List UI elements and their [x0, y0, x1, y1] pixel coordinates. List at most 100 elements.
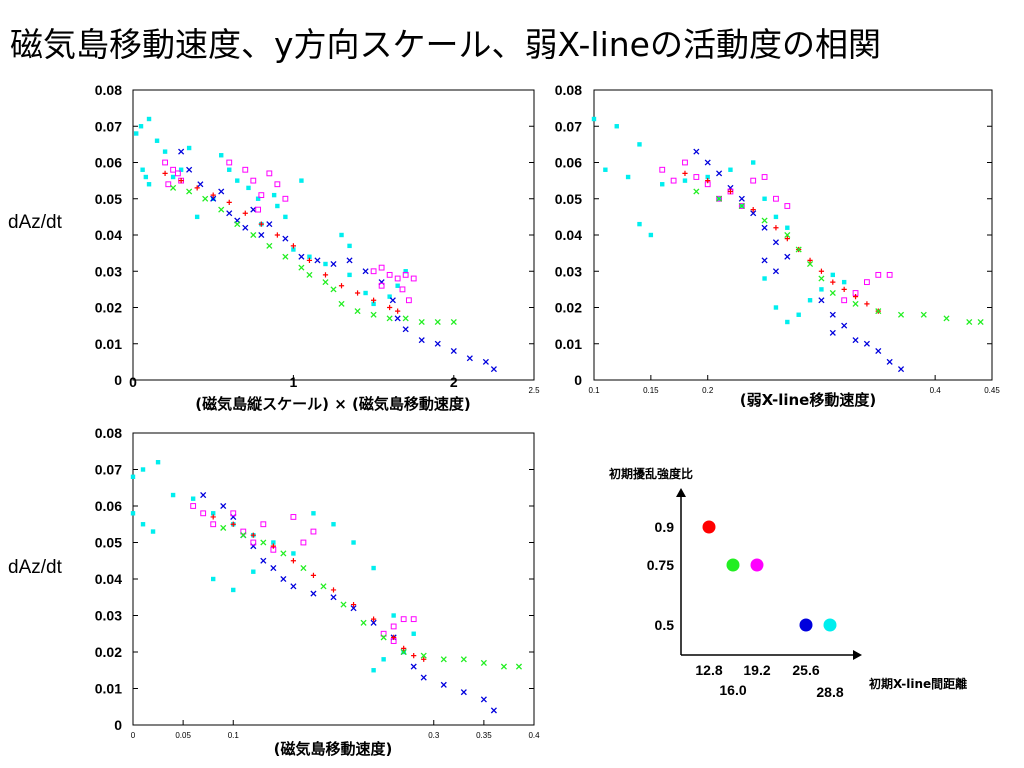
x-axis-label: (磁気島移動速度) — [274, 740, 393, 758]
data-point — [410, 275, 417, 282]
data-point — [391, 613, 396, 618]
data-point — [307, 254, 312, 259]
data-point — [306, 257, 313, 263]
data-point — [829, 329, 836, 336]
series-red — [682, 170, 881, 314]
data-point — [693, 148, 700, 155]
data-point — [761, 217, 768, 224]
data-point — [420, 652, 427, 659]
data-point — [829, 311, 836, 318]
data-point — [784, 236, 790, 242]
data-point — [819, 287, 824, 292]
data-point — [762, 196, 767, 201]
data-point — [389, 297, 396, 304]
data-point — [255, 206, 262, 213]
data-point — [897, 311, 905, 318]
data-point — [310, 572, 317, 578]
parameter-diagram — [676, 488, 862, 660]
data-point — [219, 153, 224, 158]
x-tick-label: 0 — [129, 374, 137, 390]
y-tick-label: 0.08 — [555, 82, 582, 98]
data-point — [772, 239, 780, 246]
y-tick-label: 0.08 — [95, 425, 122, 441]
data-point — [298, 264, 305, 271]
data-point — [291, 551, 296, 556]
y-axis-label: dAz/dt — [8, 557, 63, 578]
data-point — [841, 279, 847, 285]
y-tick-label: 0 — [114, 372, 122, 388]
data-point — [330, 260, 337, 268]
series-magenta — [162, 159, 417, 304]
y-tick-label: 0.07 — [95, 462, 122, 478]
x-axis-label: (弱X-line移動速度) — [740, 391, 876, 409]
data-point — [162, 170, 168, 176]
y-tick-label: 0.9 — [655, 519, 675, 535]
data-point — [338, 283, 345, 289]
data-point — [390, 623, 397, 630]
parameter-point-red — [702, 520, 716, 534]
data-point — [255, 196, 261, 201]
data-point — [250, 206, 257, 213]
data-point — [875, 308, 882, 315]
data-point — [186, 145, 192, 151]
data-point — [841, 297, 848, 304]
data-point — [659, 166, 666, 173]
data-point — [403, 269, 408, 274]
data-point — [266, 170, 273, 177]
data-point — [750, 210, 757, 217]
data-point — [670, 177, 677, 184]
data-point — [170, 174, 176, 180]
data-point — [378, 264, 385, 271]
data-point — [280, 550, 287, 557]
y-tick-label: 0.02 — [95, 644, 122, 660]
data-point — [977, 318, 984, 326]
data-point — [202, 195, 209, 202]
data-point — [266, 242, 273, 249]
parameter-point-cyan — [823, 618, 837, 632]
data-point — [363, 290, 368, 296]
y-tick-label: 0.02 — [555, 300, 582, 316]
data-point — [140, 522, 146, 527]
data-point — [591, 116, 597, 122]
data-point — [434, 318, 441, 326]
y-tick-label: 0.08 — [95, 82, 122, 98]
data-point — [210, 195, 217, 202]
data-point — [750, 207, 756, 213]
data-point — [242, 210, 248, 216]
data-point — [258, 231, 265, 239]
data-point — [394, 315, 401, 322]
data-point — [852, 300, 859, 307]
y-tick-label: 0.5 — [655, 617, 675, 633]
data-point — [282, 253, 289, 260]
data-point — [762, 276, 767, 281]
y-tick-label: 0.04 — [555, 227, 582, 243]
data-point — [290, 558, 296, 564]
data-point — [210, 521, 217, 528]
data-point — [480, 659, 487, 667]
data-point — [387, 294, 392, 299]
data-point — [784, 203, 791, 209]
data-point — [140, 167, 145, 172]
data-point — [637, 142, 642, 147]
data-point — [818, 275, 825, 282]
data-point — [841, 286, 847, 292]
data-point — [330, 587, 337, 593]
data-point — [130, 474, 136, 479]
data-point — [761, 224, 768, 231]
data-point — [350, 601, 357, 608]
page-title: 磁気島移動速度、y方向スケール、弱X-lineの活動度の相関 — [10, 25, 881, 64]
data-point — [738, 203, 745, 209]
data-point — [625, 174, 631, 180]
data-point — [211, 511, 216, 516]
data-point — [727, 188, 734, 195]
data-point — [727, 184, 734, 191]
data-point — [830, 272, 835, 278]
y-tick-label: 0 — [574, 372, 582, 388]
data-point — [351, 540, 356, 545]
data-point — [402, 271, 409, 278]
data-point — [773, 214, 779, 220]
data-point — [130, 511, 136, 516]
data-point — [314, 257, 321, 264]
data-point — [311, 511, 316, 516]
